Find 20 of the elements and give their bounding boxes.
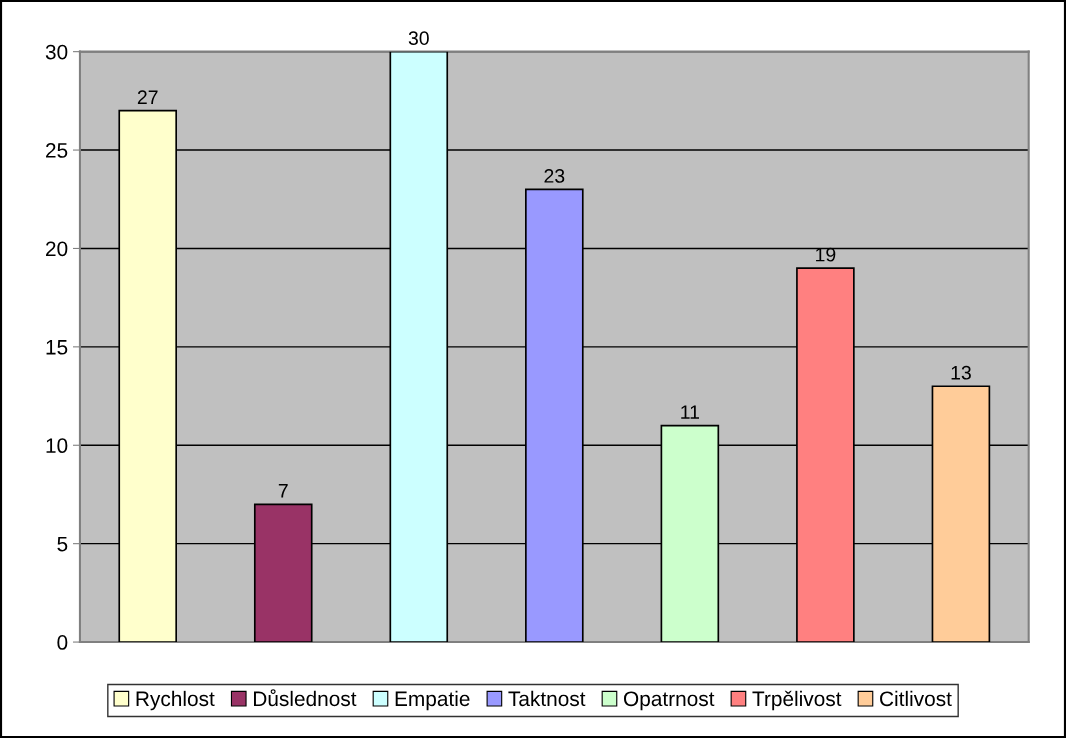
data-label: 30 [408, 31, 429, 46]
data-label: 23 [544, 169, 565, 183]
y-tick-label: 20 [46, 241, 68, 257]
legend-label: Opatrnost [623, 691, 715, 711]
y-tick-label: 15 [46, 340, 68, 355]
legend-label: Citlivost [880, 690, 952, 707]
y-tick-label: 0 [57, 635, 68, 650]
data-label: 7 [278, 484, 288, 498]
data-label: 27 [137, 90, 158, 104]
legend-label: Taktnost [508, 690, 586, 707]
y-tick-label: 10 [46, 438, 68, 454]
legend-label: Rychlost [136, 690, 215, 711]
data-label: 11 [681, 405, 699, 419]
data-label: 13 [951, 365, 971, 380]
legend-label: Trpělivost [752, 690, 842, 711]
legend-label: Empatie [395, 690, 470, 711]
y-tick-label: 5 [57, 536, 68, 552]
legend-label: Důslednost [254, 689, 357, 707]
y-tick-label: 25 [46, 143, 68, 158]
y-tick-label: 30 [45, 44, 68, 60]
